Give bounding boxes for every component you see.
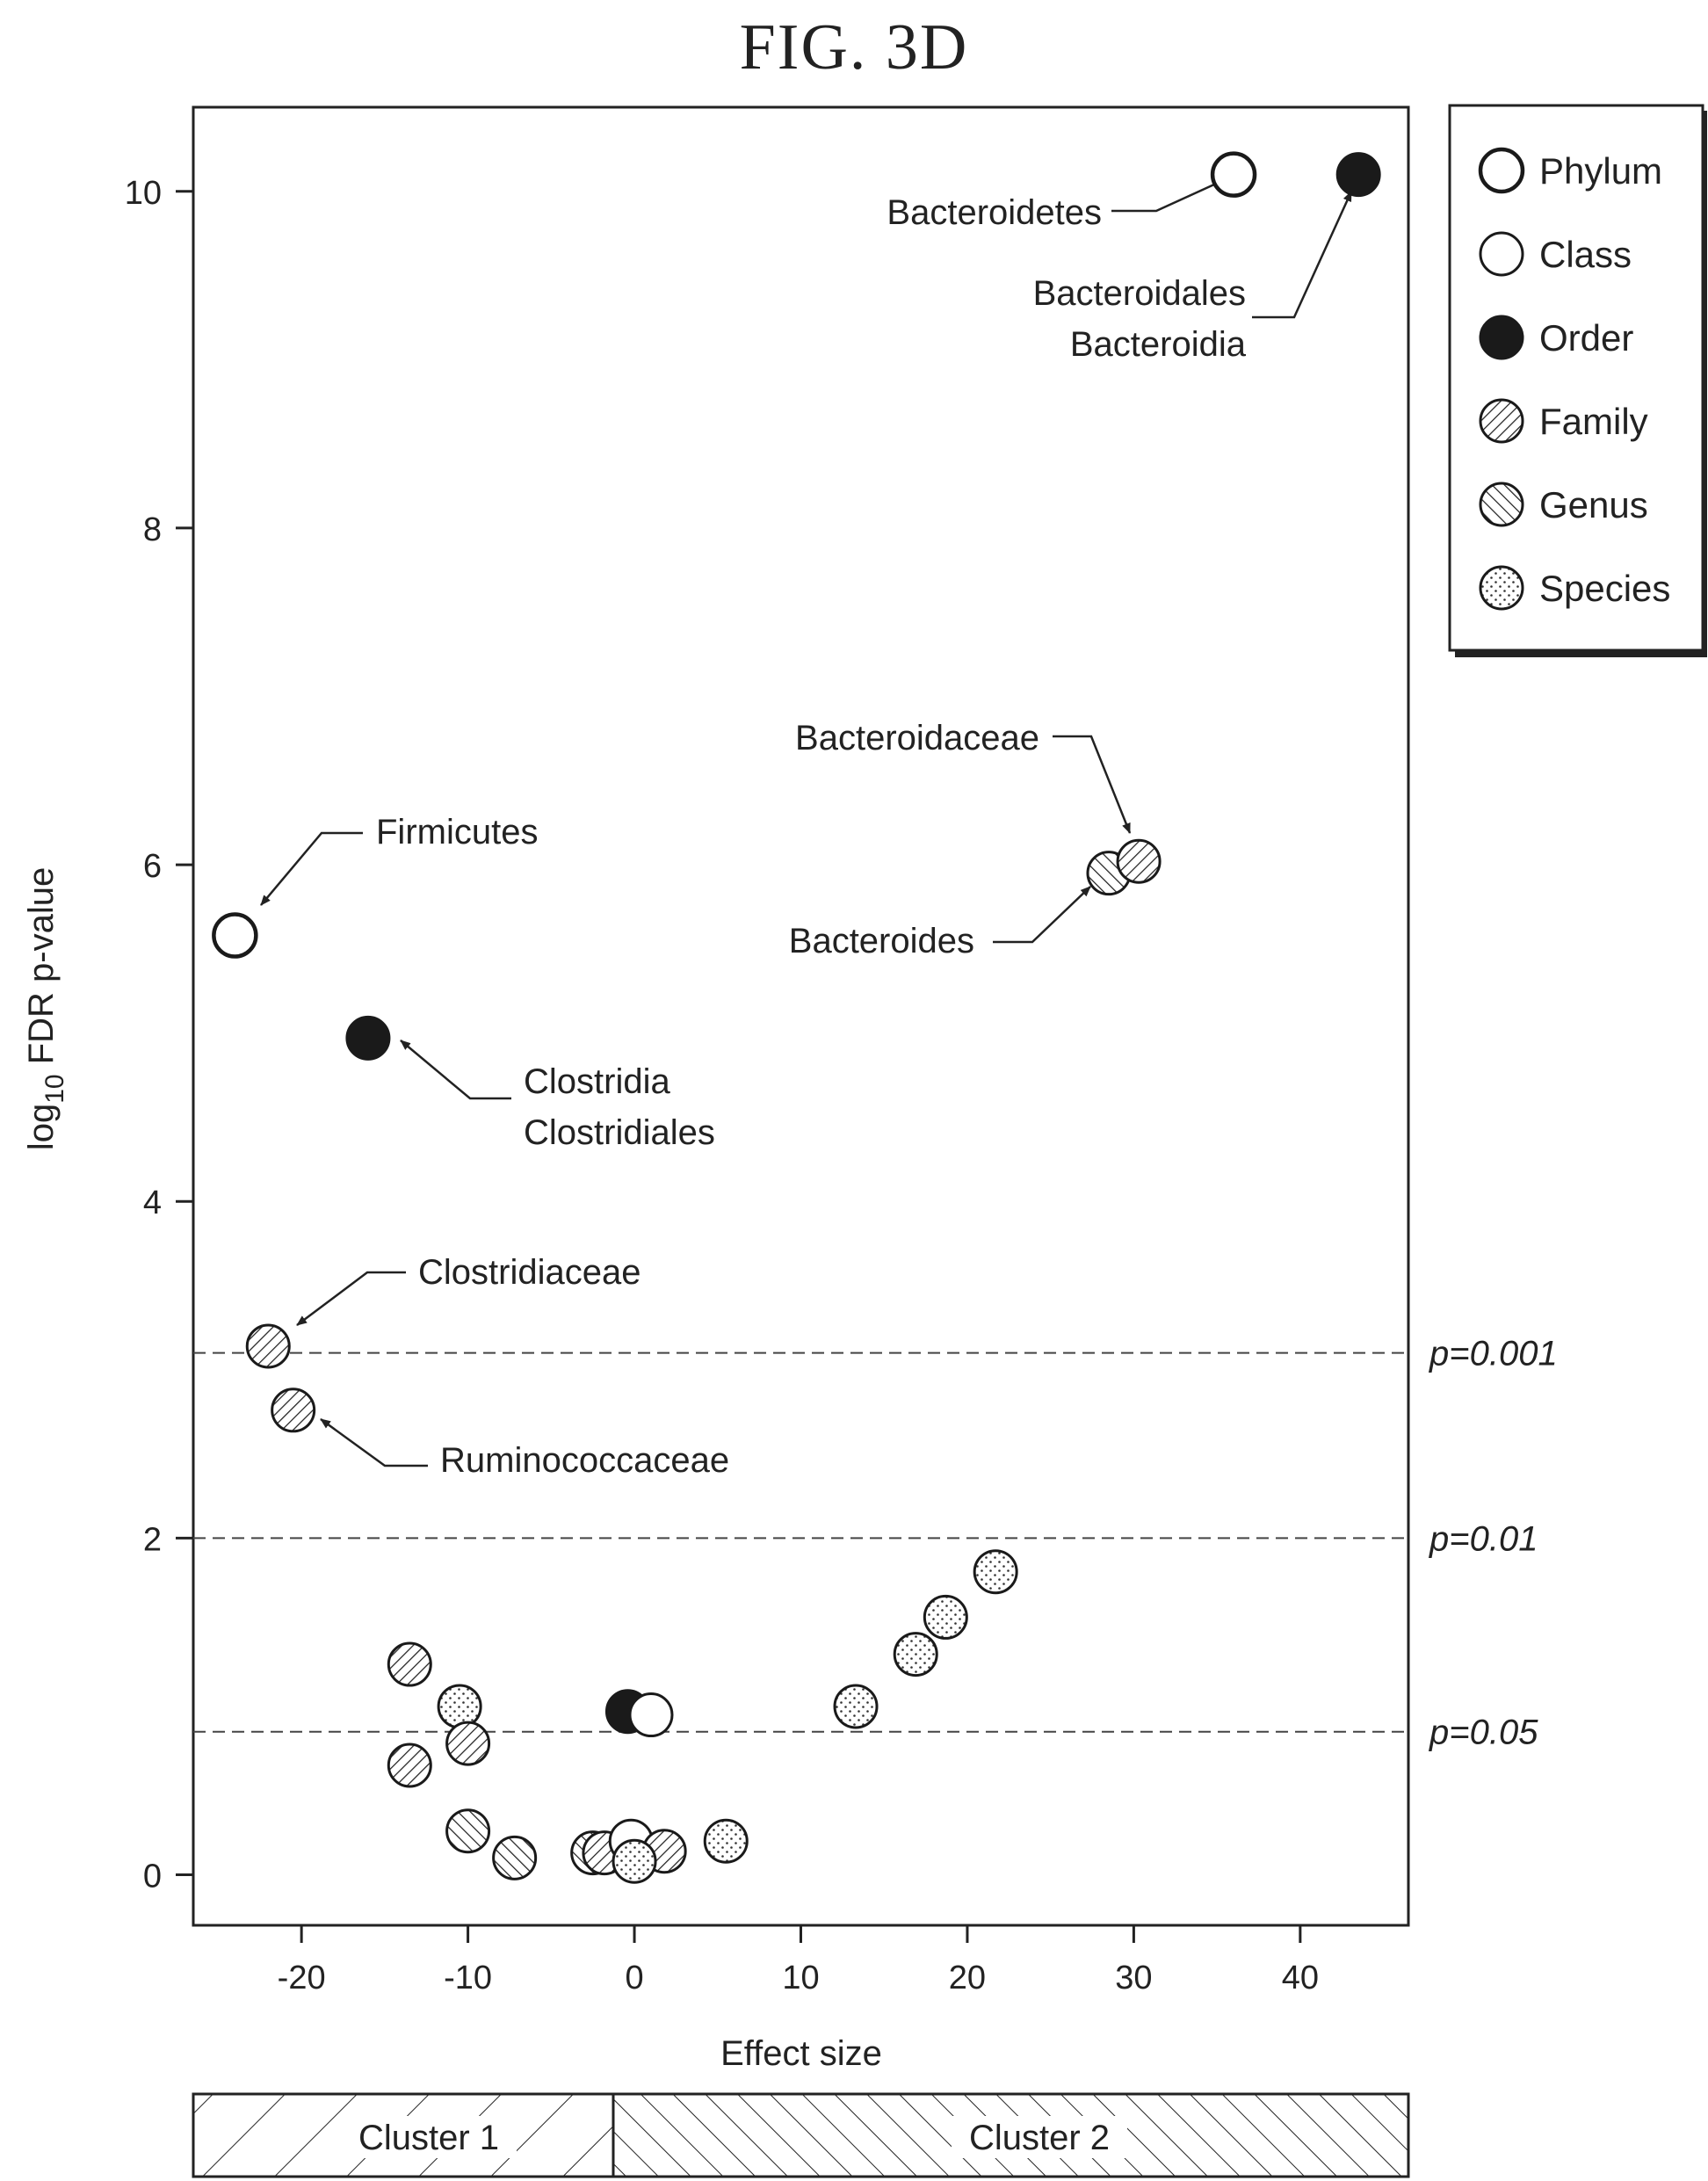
data-point-genus xyxy=(445,1808,491,1854)
annotation-line: Firmicutes xyxy=(376,813,538,851)
data-point-species xyxy=(923,1594,968,1640)
y-tick-label: 10 xyxy=(125,175,162,212)
annotation-arrow xyxy=(400,1040,511,1100)
legend-label-genus: Genus xyxy=(1539,484,1648,525)
y-axis-title-main: log xyxy=(22,1104,61,1150)
annotation-line: Bacteroidia xyxy=(1070,325,1247,364)
x-axis-title: Effect size xyxy=(720,2034,882,2073)
legend-label-species: Species xyxy=(1539,568,1670,609)
y-tick-label: 8 xyxy=(143,511,162,548)
legend: Phylum Class Order Family Genus Species xyxy=(1448,104,1707,657)
data-point-species xyxy=(703,1818,749,1864)
legend-label-family: Family xyxy=(1539,401,1648,442)
cluster-bar: Cluster 1 Cluster 2 xyxy=(192,2092,1410,2178)
data-point-family xyxy=(387,1743,432,1788)
plot-frame xyxy=(192,105,1410,1927)
data-point-class xyxy=(628,1692,674,1738)
cluster-1-label-bg xyxy=(341,2116,517,2158)
data-point-species xyxy=(833,1684,879,1729)
legend-swatch-family xyxy=(1479,398,1524,444)
data-point-family xyxy=(245,1323,291,1369)
legend-swatch-genus xyxy=(1479,482,1524,527)
axes-ticks: -20 -10 0 10 20 30 40 0 2 4 6 8 10 xyxy=(125,175,1319,1996)
annotation-label: Ruminococcaceae xyxy=(440,1441,729,1480)
annotation-line: Ruminococcaceae xyxy=(440,1441,729,1480)
annotation-label: Clostridiaceae xyxy=(418,1253,640,1292)
legend-label-order: Order xyxy=(1539,317,1633,359)
data-point-genus xyxy=(492,1835,538,1880)
data-point-family xyxy=(1116,838,1162,884)
cluster-2-label: Cluster 2 xyxy=(969,2119,1110,2157)
annotation-line: Bacteroidales xyxy=(1033,274,1246,313)
annotation-line: Clostridiales xyxy=(524,1113,715,1152)
y-tick-label: 4 xyxy=(143,1185,162,1221)
data-point-family xyxy=(387,1641,432,1687)
annotation-label: Bacteroidales Bacteroidia xyxy=(1033,274,1247,364)
annotation-arrow xyxy=(993,886,1091,944)
data-point-phylum xyxy=(212,912,258,959)
data-point-species xyxy=(973,1549,1018,1595)
y-axis-title: log10 FDR p-value xyxy=(22,867,69,1150)
figure-title: FIG. 3D xyxy=(739,11,969,83)
data-points xyxy=(212,151,1381,1884)
x-tick-label: 0 xyxy=(625,1960,643,1996)
threshold-lines: p=0.001 p=0.01 p=0.05 xyxy=(193,1335,1558,1752)
y-axis-title-rest: FDR p-value xyxy=(22,867,61,1075)
data-point-species xyxy=(893,1632,938,1677)
annotation-line: Bacteroidaceae xyxy=(795,719,1039,757)
y-tick-label: 0 xyxy=(143,1859,162,1895)
legend-swatch-order xyxy=(1479,315,1524,360)
annotation-arrow xyxy=(1252,191,1353,319)
annotation-arrow xyxy=(296,1271,406,1326)
annotation-label: Bacteroidetes xyxy=(887,193,1102,232)
annotation-line: Clostridiaceae xyxy=(418,1253,640,1292)
annotation-label: Bacteroidaceae xyxy=(795,719,1039,757)
threshold-label: p=0.01 xyxy=(1429,1519,1538,1558)
annotation-line: Bacteroides xyxy=(789,922,974,960)
legend-label-class: Class xyxy=(1539,234,1632,275)
threshold-label: p=0.05 xyxy=(1429,1714,1538,1752)
annotation-arrow xyxy=(1111,178,1227,213)
data-point-phylum xyxy=(1210,151,1257,198)
cluster-1-label: Cluster 1 xyxy=(358,2119,499,2157)
annotation-arrow xyxy=(320,1417,428,1467)
x-tick-label: -20 xyxy=(278,1960,326,1996)
annotation-label: Bacteroides xyxy=(789,922,974,960)
data-point-order xyxy=(1335,152,1381,198)
annotation-label: Clostridia Clostridiales xyxy=(524,1062,715,1152)
data-point-family xyxy=(271,1388,316,1433)
x-tick-label: 20 xyxy=(949,1960,986,1996)
x-tick-label: 10 xyxy=(782,1960,819,1996)
annotation-arrow xyxy=(1053,735,1132,834)
annotation-line: Bacteroidetes xyxy=(887,193,1102,232)
y-tick-label: 6 xyxy=(143,848,162,885)
cluster-2-label-bg xyxy=(952,2116,1127,2158)
y-tick-label: 2 xyxy=(143,1521,162,1558)
annotation-label: Firmicutes xyxy=(376,813,538,851)
data-point-species xyxy=(437,1684,482,1729)
data-point-species xyxy=(612,1838,657,1884)
legend-label-phylum: Phylum xyxy=(1539,150,1662,192)
x-tick-label: 30 xyxy=(1115,1960,1152,1996)
y-axis-title-sub: 10 xyxy=(40,1074,69,1103)
legend-swatch-class xyxy=(1479,231,1524,277)
legend-swatch-species xyxy=(1479,565,1524,611)
data-point-order xyxy=(345,1015,391,1061)
legend-box xyxy=(1448,104,1704,652)
data-point-family xyxy=(445,1721,491,1766)
annotation-line: Clostridia xyxy=(524,1062,670,1101)
x-tick-label: -10 xyxy=(444,1960,492,1996)
threshold-label: p=0.001 xyxy=(1429,1335,1558,1373)
x-tick-label: 40 xyxy=(1282,1960,1319,1996)
annotation-arrow xyxy=(260,831,363,906)
legend-swatch-phylum xyxy=(1478,147,1525,194)
